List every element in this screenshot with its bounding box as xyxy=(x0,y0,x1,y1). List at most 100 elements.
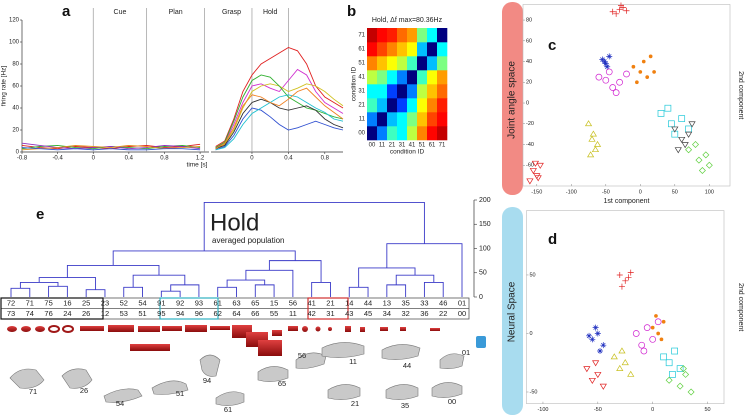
object-label: 54 xyxy=(116,399,124,408)
trace xyxy=(21,147,201,151)
leaf-label: 64 xyxy=(232,309,240,318)
scatter-point xyxy=(659,337,664,342)
heatmap-cell xyxy=(417,126,428,141)
scatter-point xyxy=(634,80,639,85)
leaf-label: 53 xyxy=(120,309,128,318)
scatter-point xyxy=(687,388,695,396)
leaf-label: 01 xyxy=(458,298,466,307)
y-tick-label: -50 xyxy=(530,389,538,395)
x-axis-label: condition ID xyxy=(390,149,425,156)
heatmap-cell xyxy=(387,98,398,113)
plot-frame xyxy=(526,210,725,405)
heatmap-cell xyxy=(407,70,418,85)
heatmap-cell xyxy=(427,98,438,113)
trace xyxy=(215,68,344,149)
y-tick-label: 150 xyxy=(479,221,491,228)
dendrogram-link xyxy=(132,274,186,288)
scatter-point xyxy=(534,175,542,182)
heatmap-cell xyxy=(387,70,398,85)
scatter-point xyxy=(654,318,662,326)
leaf-label: 12 xyxy=(101,309,109,318)
scatter-point xyxy=(656,331,661,336)
y-tick-label: 41 xyxy=(358,75,365,81)
heatmap-cell xyxy=(437,70,448,85)
leaf-label: 43 xyxy=(345,309,353,318)
leaf-label: 14 xyxy=(345,298,353,307)
y-tick-label: 11 xyxy=(359,117,366,123)
leaf-label: 42 xyxy=(307,309,315,318)
scatter-point xyxy=(671,130,679,138)
heatmap-cell xyxy=(407,56,418,71)
panel-label: b xyxy=(347,3,356,20)
scatter-point xyxy=(641,59,646,64)
leaf-label: 65 xyxy=(251,298,259,307)
scatter-point xyxy=(604,63,611,70)
leaf-label: 26 xyxy=(82,309,90,318)
plot-frame xyxy=(522,4,731,187)
scatter-point xyxy=(681,142,689,149)
objects xyxy=(7,325,486,356)
scatter-point xyxy=(609,8,616,15)
heatmap-cell xyxy=(427,70,438,85)
scatter-point xyxy=(669,371,676,378)
heatmap-cell xyxy=(407,112,418,127)
object-label: 26 xyxy=(80,386,88,395)
trace xyxy=(215,74,344,148)
leaf-label: 41 xyxy=(307,298,315,307)
heatmap-cell xyxy=(407,42,418,57)
leaf-label: 11 xyxy=(289,309,297,318)
scatter-point xyxy=(682,370,690,378)
scatter-point xyxy=(632,330,640,337)
y-tick-label: 0 xyxy=(530,331,533,337)
leaf-label: 71 xyxy=(26,298,34,307)
scatter-point xyxy=(685,146,693,154)
x-tick-label: 1.2 xyxy=(196,156,205,162)
y-axis-label: 2nd component xyxy=(737,283,744,331)
scatter-point xyxy=(638,70,643,74)
leaf-label: 24 xyxy=(63,309,71,318)
heatmap-cell xyxy=(397,112,408,127)
heatmap-cell xyxy=(407,98,418,113)
y-tick-label: 60 xyxy=(526,38,532,44)
scatter-point xyxy=(605,68,613,76)
x-tick-label: -100 xyxy=(537,407,548,413)
heatmap-cell xyxy=(417,70,428,85)
scatter-point xyxy=(593,140,602,147)
scatter-point xyxy=(631,64,636,69)
y-axis-label: firing rate [Hz] xyxy=(1,66,8,107)
heatmap-cell xyxy=(377,98,388,113)
heatmap-cell xyxy=(377,112,388,127)
heatmap-cell xyxy=(397,42,408,57)
scatter-point xyxy=(536,162,544,169)
y-tick-label: -60 xyxy=(526,163,534,169)
y-tick-label: 60 xyxy=(12,84,19,90)
scatter-point xyxy=(674,147,682,154)
dendrogram-link xyxy=(66,265,160,278)
leaf-label: 52 xyxy=(120,298,128,307)
leaf-label: 36 xyxy=(420,309,428,318)
dendrogram-link xyxy=(160,290,181,297)
leaf-label: 22 xyxy=(439,309,447,318)
heatmap-cell xyxy=(407,84,418,99)
scatter-point xyxy=(623,7,630,14)
heatmap-cell xyxy=(427,28,438,43)
heatmap-cell xyxy=(417,112,428,127)
heatmap-cell xyxy=(377,84,388,99)
heatmap-cell xyxy=(377,126,388,141)
epoch-label: Hold xyxy=(263,9,278,16)
y-tick-label: 71 xyxy=(358,33,365,39)
leaf-label: 61 xyxy=(214,298,222,307)
scatter-point xyxy=(602,76,610,84)
dendrogram-link xyxy=(123,286,143,297)
scatter-point xyxy=(589,130,597,137)
dendrogram-link xyxy=(386,284,407,297)
scatter-point xyxy=(612,89,620,97)
object-label: 71 xyxy=(29,387,37,396)
scatter-point xyxy=(591,146,600,153)
heatmap-cell xyxy=(397,98,408,113)
x-tick-label: 41 xyxy=(409,143,416,149)
dendrogram-link xyxy=(245,269,294,297)
y-tick-label: 40 xyxy=(12,106,19,112)
scatter-point xyxy=(664,104,672,112)
leaf-label: 13 xyxy=(383,298,391,307)
